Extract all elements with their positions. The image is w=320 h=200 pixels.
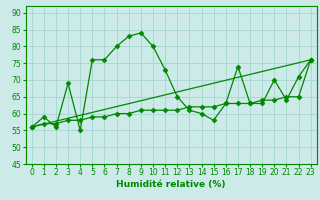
X-axis label: Humidité relative (%): Humidité relative (%): [116, 180, 226, 189]
